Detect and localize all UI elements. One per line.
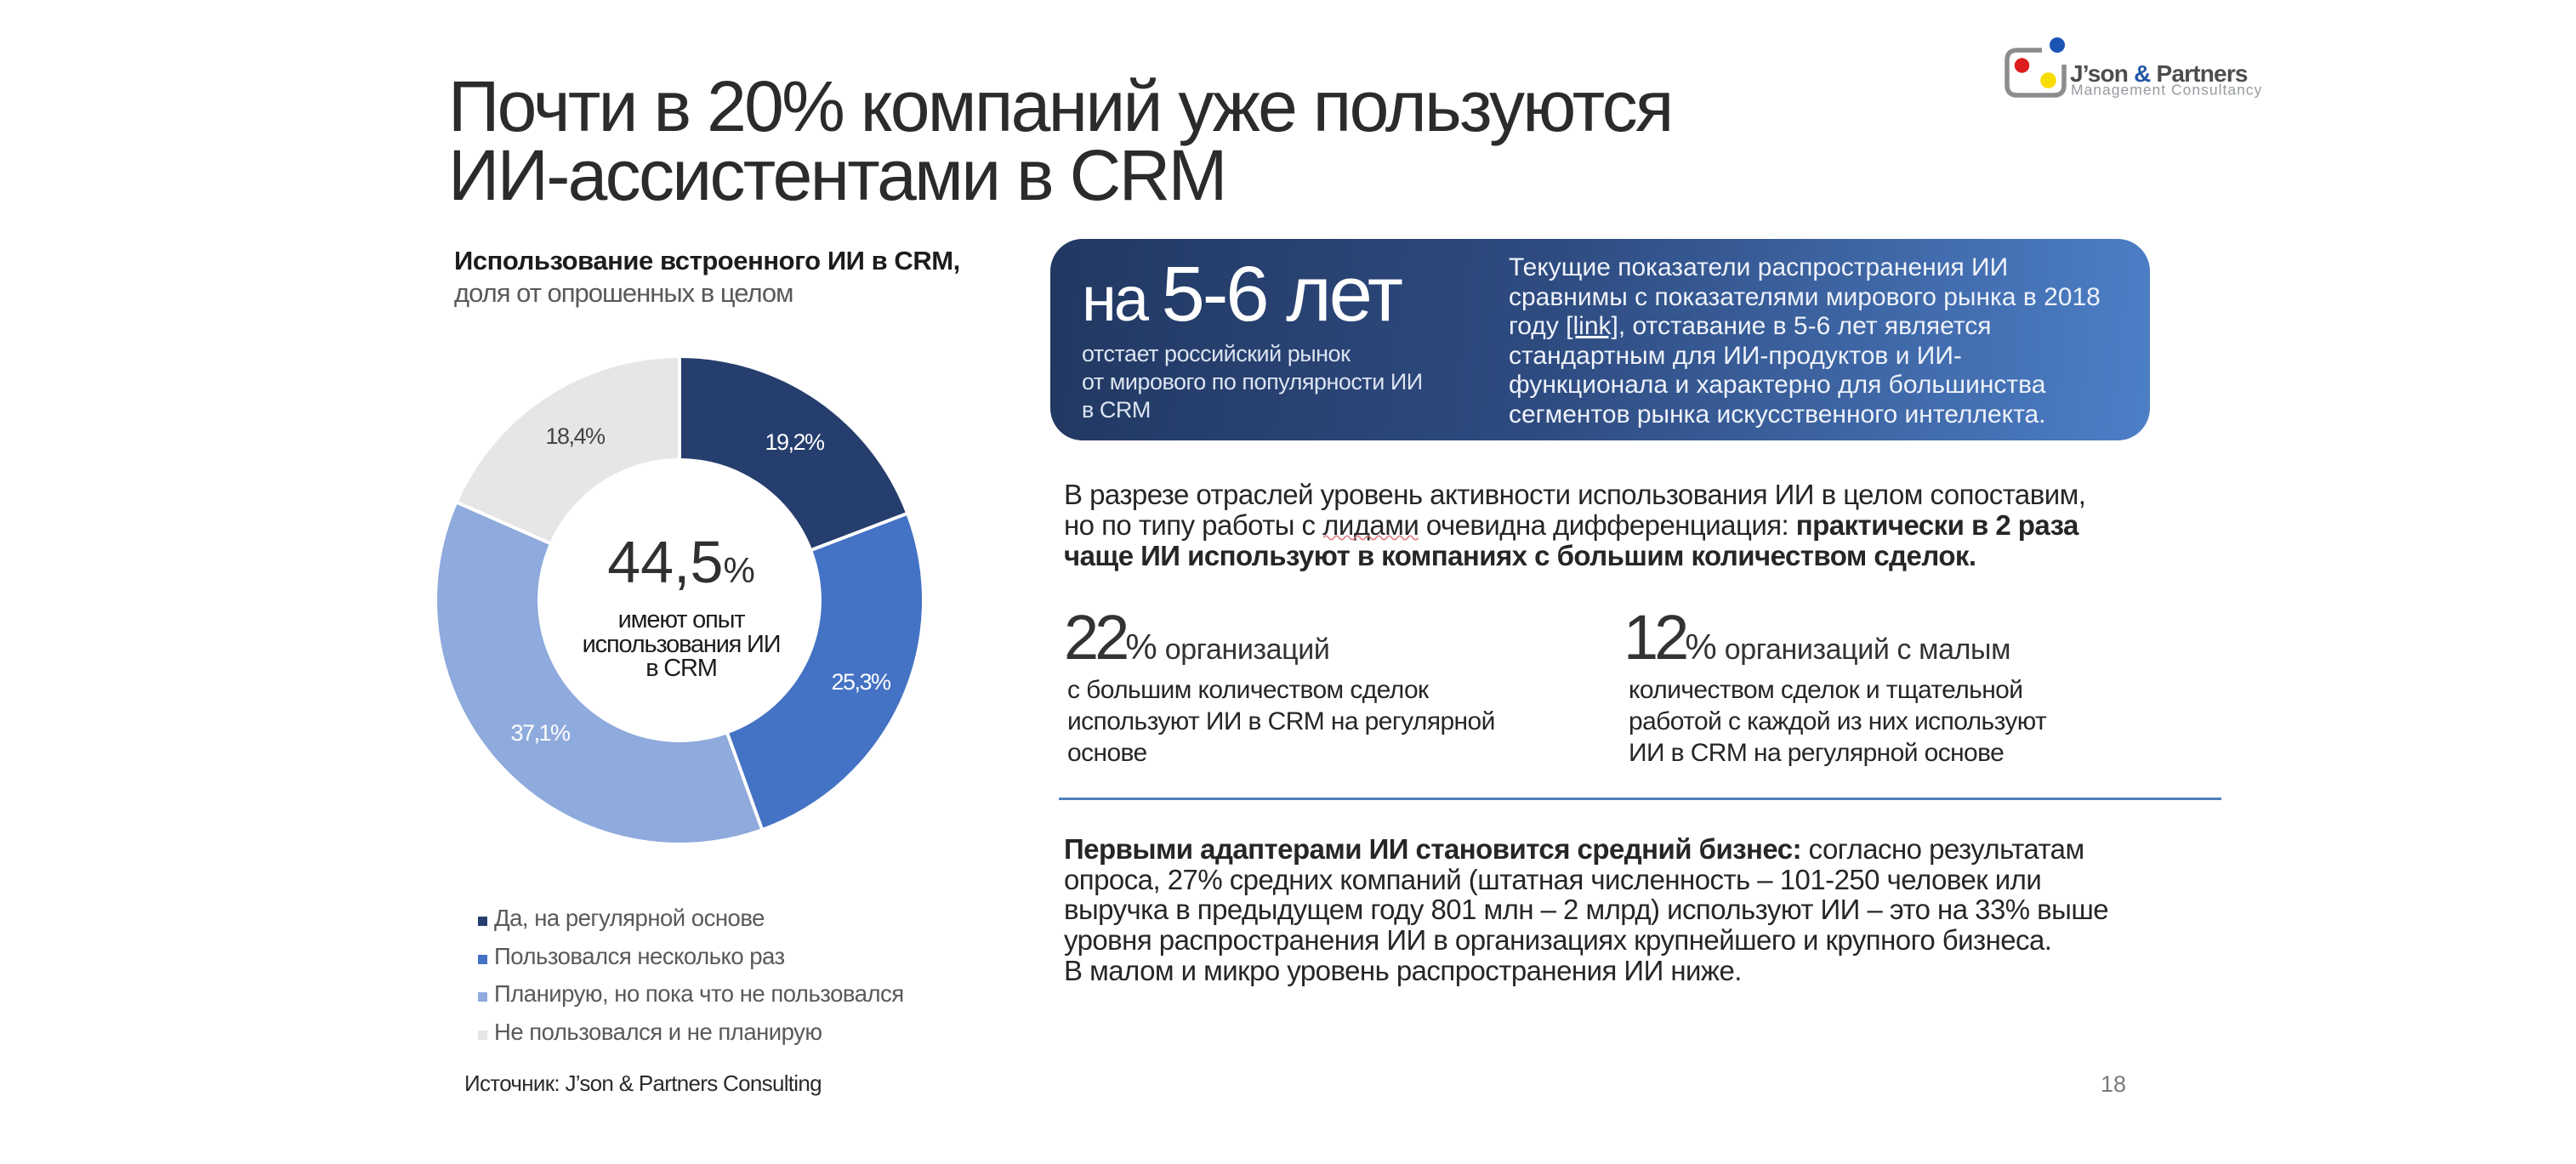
svg-text:18,4%: 18,4% [545,423,606,449]
svg-text:25,3%: 25,3% [831,669,891,695]
svg-text:37,1%: 37,1% [510,720,571,746]
svg-text:19,2%: 19,2% [765,429,825,455]
svg-text:J’son & Partners: J’son & Partners [2070,60,2248,87]
svg-text:Management Consultancy: Management Consultancy [2071,82,2262,99]
